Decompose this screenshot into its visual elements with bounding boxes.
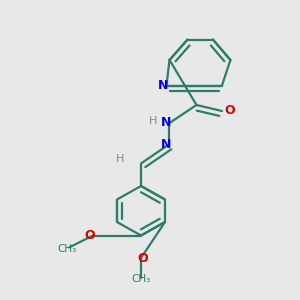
Text: H: H [116,154,124,164]
Text: CH₃: CH₃ [131,274,151,284]
Text: O: O [137,251,148,265]
Text: N: N [158,79,169,92]
Text: CH₃: CH₃ [58,244,77,254]
Text: H: H [149,116,157,127]
Text: N: N [161,137,172,151]
Text: O: O [224,104,235,118]
Text: N: N [161,116,172,130]
Text: O: O [85,229,95,242]
